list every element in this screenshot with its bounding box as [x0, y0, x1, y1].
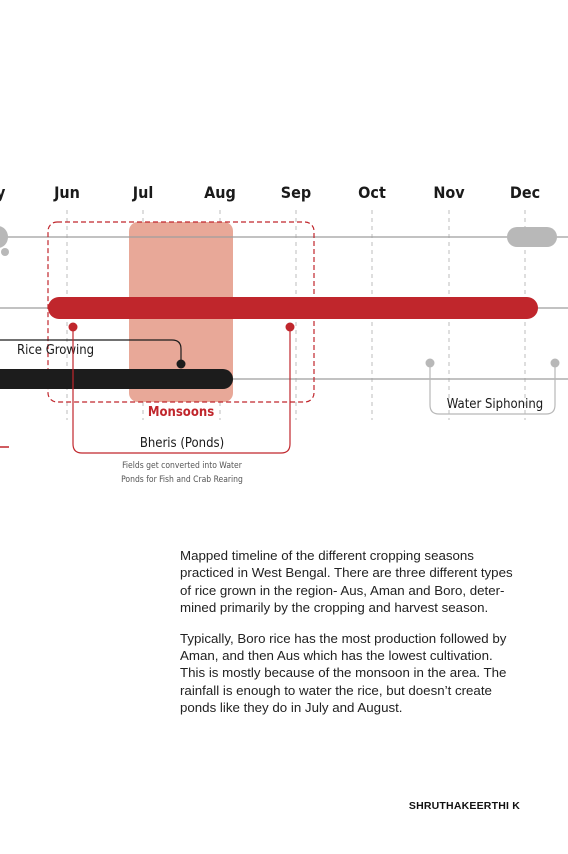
description-text: Mapped timeline of the different croppin… [180, 547, 520, 730]
description-paragraph-1: Mapped timeline of the different croppin… [180, 548, 513, 616]
month-label-sep: Sep [281, 183, 311, 202]
season-marker-left [1, 248, 9, 256]
bheris-start-marker [68, 322, 78, 332]
water-siphoning-end-marker [550, 358, 560, 368]
water-siphoning-bracket [429, 364, 556, 415]
rice-growing-label: Rice Growing [17, 343, 94, 358]
month-label-nov: Nov [433, 183, 465, 202]
author-name: SHRUTHAKEERTHI K [408, 800, 520, 812]
month-label-may: y [0, 183, 6, 202]
water-siphoning-start-marker [425, 358, 435, 368]
month-labels: y Jun Jul Aug Sep Oct Nov Dec [0, 183, 540, 202]
rice-growing-connector [0, 339, 182, 363]
month-label-jun: Jun [53, 183, 80, 202]
water-siphoning-label: Water Siphoning [447, 397, 543, 412]
bheris-end-marker [285, 322, 295, 332]
month-label-jul: Jul [132, 183, 154, 202]
bheris-bracket [72, 327, 291, 454]
monsoons-label: Monsoons [148, 405, 214, 420]
rice-growing-marker [176, 359, 186, 369]
bheris-label: Bheris (Ponds) [140, 436, 224, 451]
season-pill-dec [507, 227, 557, 247]
month-label-dec: Dec [510, 183, 540, 202]
rice-growing-bar [0, 369, 233, 389]
description-paragraph-2: Typically, Boro rice has the most produc… [180, 630, 507, 716]
monsoon-boundary [47, 221, 315, 403]
bheris-note-line1: Fields get converted into Water [122, 461, 243, 471]
bheris-note-line2: Ponds for Fish and Crab Rearing [121, 475, 243, 485]
red-season-bar [48, 297, 538, 319]
cropping-timeline-diagram: y Jun Jul Aug Sep Oct Nov Dec Rice Growi… [0, 183, 568, 485]
month-label-oct: Oct [358, 183, 386, 202]
season-pill-left [0, 226, 8, 248]
month-label-aug: Aug [204, 183, 236, 202]
